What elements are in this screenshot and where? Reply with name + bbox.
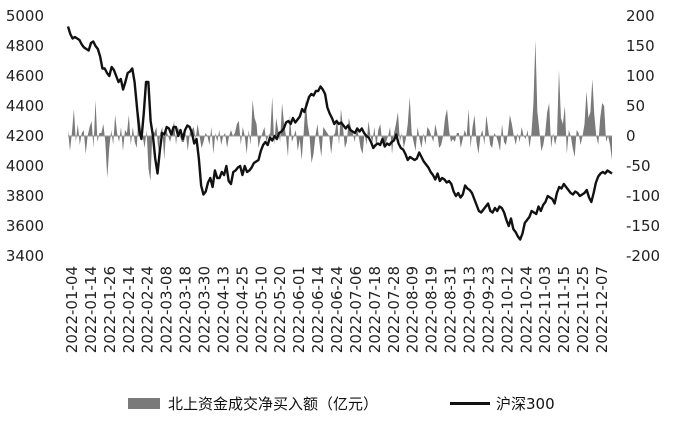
legend: 北上资金成交净买入额（亿元） 沪深300 xyxy=(0,390,677,416)
left-tick-label: 3400 xyxy=(6,247,44,265)
x-tick-label: 2022-06-01 xyxy=(290,266,308,353)
right-axis-ticks: -200 -150 -100 -50 0 50 100 150 200 xyxy=(626,7,660,265)
right-tick-label: -200 xyxy=(626,247,660,265)
right-tick-label: 0 xyxy=(626,127,636,145)
right-tick-label: 100 xyxy=(626,67,655,85)
left-tick-label: 4000 xyxy=(6,157,44,175)
left-tick-label: 5000 xyxy=(6,7,44,25)
right-tick-label: -50 xyxy=(626,157,651,175)
x-tick-label: 2022-09-23 xyxy=(479,266,497,353)
right-tick-label: 50 xyxy=(626,97,645,115)
legend-label-net-buy: 北上资金成交净买入额（亿元） xyxy=(168,394,379,413)
x-tick-label: 2022-11-03 xyxy=(536,266,554,353)
right-tick-label: -100 xyxy=(626,187,660,205)
x-tick-label: 2022-08-31 xyxy=(442,266,460,353)
x-tick-label: 2022-04-13 xyxy=(214,266,232,353)
hs300-line xyxy=(66,26,613,241)
legend-label-hs300: 沪深300 xyxy=(496,394,555,413)
left-tick-label: 3800 xyxy=(6,187,44,205)
x-tick-label: 2022-07-18 xyxy=(366,266,384,353)
x-tick-label: 2022-01-26 xyxy=(101,266,119,353)
left-tick-label: 4600 xyxy=(6,67,44,85)
right-tick-label: 150 xyxy=(626,37,655,55)
x-tick-label: 2022-01-04 xyxy=(63,266,81,353)
x-axis-ticks: 2022-01-04 2022-01-14 2022-01-26 2022-02-14… xyxy=(63,266,611,353)
x-tick-label: 2022-08-09 xyxy=(404,266,422,353)
x-tick-label: 2022-03-08 xyxy=(158,266,176,353)
left-tick-label: 4200 xyxy=(6,127,44,145)
x-tick-label: 2022-02-14 xyxy=(120,266,138,353)
x-tick-label: 2022-05-20 xyxy=(271,266,289,353)
legend-area-swatch xyxy=(128,397,160,409)
x-tick-label: 2022-03-18 xyxy=(177,266,195,353)
x-tick-label: 2022-06-24 xyxy=(328,266,346,353)
left-tick-label: 4800 xyxy=(6,37,44,55)
right-tick-label: 200 xyxy=(626,7,655,25)
x-tick-label: 2022-11-15 xyxy=(555,266,573,353)
legend-item-hs300: 沪深300 xyxy=(450,390,555,416)
x-tick-label: 2022-02-24 xyxy=(139,266,157,353)
x-tick-label: 2022-05-10 xyxy=(252,266,270,353)
x-tick-label: 2022-12-07 xyxy=(593,266,611,353)
left-axis-ticks: 3400 3600 3800 4000 4200 4400 4600 4800 5000 xyxy=(6,7,44,265)
x-tick-label: 2022-04-25 xyxy=(233,266,251,353)
hs300-line-series xyxy=(66,26,613,241)
left-tick-label: 3600 xyxy=(6,217,44,235)
x-tick-label: 2022-11-25 xyxy=(574,266,592,353)
x-tick-label: 2022-10-12 xyxy=(498,266,516,353)
legend-item-net-buy: 北上资金成交净买入额（亿元） xyxy=(128,390,378,416)
left-tick-label: 4400 xyxy=(6,97,44,115)
legend-line-swatch xyxy=(450,401,490,405)
x-tick-label: 2022-10-24 xyxy=(517,266,535,353)
x-tick-label: 2022-08-19 xyxy=(423,266,441,353)
x-tick-label: 2022-01-14 xyxy=(82,266,100,353)
x-tick-label: 2022-07-06 xyxy=(347,266,365,353)
x-tick-label: 2022-09-13 xyxy=(461,266,479,353)
x-tick-label: 2022-03-30 xyxy=(196,266,214,353)
x-tick-label: 2022-06-14 xyxy=(309,266,327,353)
right-tick-label: -150 xyxy=(626,217,660,235)
x-tick-label: 2022-07-28 xyxy=(385,266,403,353)
